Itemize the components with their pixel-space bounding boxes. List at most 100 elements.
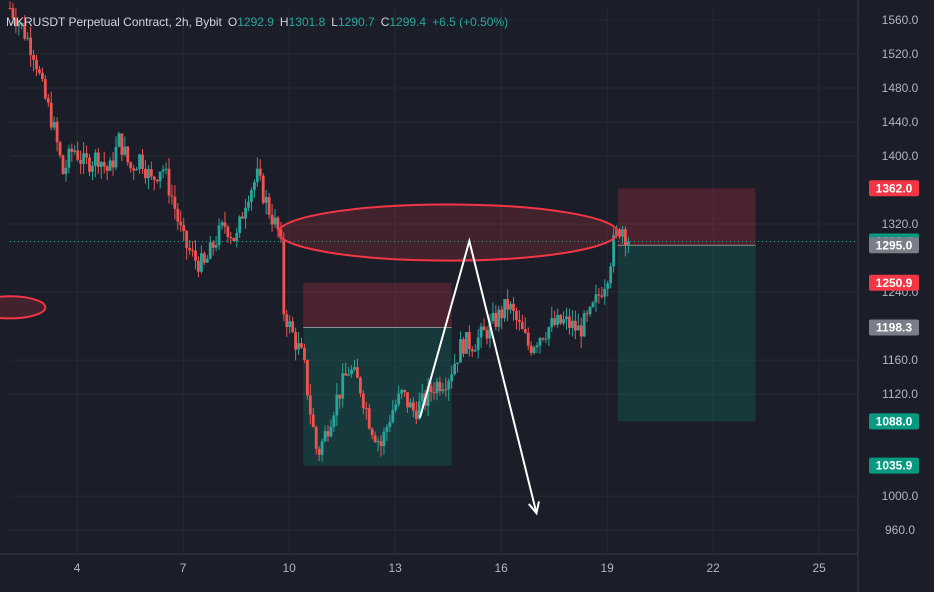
candle-body: [356, 367, 359, 378]
candle-body: [453, 363, 457, 375]
candle-body: [205, 258, 209, 263]
candle-body: [55, 121, 59, 143]
candle-body: [91, 165, 94, 172]
path-arrow-line[interactable]: [418, 237, 538, 514]
candle-body: [282, 238, 286, 315]
candle-body: [20, 23, 24, 25]
candle-body: [626, 241, 630, 246]
candle-body: [623, 229, 627, 246]
candle-body: [314, 427, 318, 449]
candle-body: [291, 321, 295, 333]
candle-body: [167, 168, 171, 196]
candle-body: [550, 318, 554, 328]
candle-body: [297, 343, 300, 350]
candle-body: [23, 23, 27, 39]
candle-body: [332, 415, 336, 427]
candle-body: [191, 250, 194, 252]
candle-body: [523, 329, 527, 333]
candle-body: [232, 238, 236, 241]
candle-body: [591, 302, 595, 307]
candle-body: [482, 326, 486, 331]
candle-body: [194, 250, 197, 261]
candle-body: [258, 168, 262, 176]
price-axis-label: 960.0: [885, 523, 915, 537]
candle-body: [164, 168, 168, 170]
candle-body: [132, 168, 136, 171]
candle-body: [229, 236, 233, 239]
candle-body: [261, 175, 265, 203]
candle-body: [553, 318, 557, 325]
candle-body: [565, 316, 568, 320]
candle-body: [152, 176, 156, 180]
candle-body: [320, 441, 324, 455]
price-axis-label: 1560.0: [882, 13, 919, 27]
candle-body: [600, 295, 604, 297]
candle-body: [473, 350, 477, 352]
candle-body: [197, 260, 200, 272]
arrow-head-icon: [528, 501, 540, 516]
price-tag-label: 1088.0: [876, 414, 913, 428]
candle-body: [479, 326, 483, 338]
price-axis-label: 1480.0: [882, 81, 919, 95]
candle-body: [367, 408, 371, 429]
candle-body: [621, 229, 624, 237]
candle-body: [170, 195, 174, 197]
candle-body: [323, 431, 327, 442]
price-tag-label: 1362.0: [876, 181, 913, 195]
candle-body: [376, 441, 380, 443]
candle-body: [264, 197, 268, 203]
position-2-stop-zone[interactable]: [617, 188, 756, 246]
candle-body: [49, 102, 53, 128]
candle-body: [406, 392, 409, 408]
open-value: 1292.9: [237, 15, 274, 29]
candle-body: [403, 390, 406, 393]
candle-body: [535, 345, 539, 348]
candle-body: [161, 169, 165, 172]
candle-body: [294, 332, 298, 350]
candle-body: [358, 377, 362, 394]
candle-body: [135, 168, 139, 171]
candle-body: [582, 313, 586, 337]
candle-body: [8, 8, 12, 9]
ellipse-left-zone[interactable]: [0, 295, 47, 320]
candle-body: [158, 171, 162, 182]
candle-body: [144, 168, 147, 179]
candle-body: [67, 148, 71, 168]
candle-body: [512, 303, 515, 311]
position-1-stop-zone[interactable]: [303, 282, 452, 328]
candle-body: [588, 306, 592, 315]
candle-body: [214, 245, 218, 248]
candle-body: [185, 231, 189, 249]
candle-body: [573, 320, 577, 331]
candle-body: [391, 410, 395, 423]
candle-body: [35, 59, 38, 70]
candle-body: [146, 169, 150, 179]
candle-body: [52, 121, 56, 128]
candle-body: [211, 242, 215, 248]
candle-body: [26, 37, 30, 39]
price-tag-box: [869, 457, 919, 474]
ellipse-resistance-zone[interactable]: [277, 203, 619, 262]
candle-body: [429, 386, 433, 393]
candle-body: [379, 441, 383, 447]
change-value: +6.5 (+0.50%): [432, 15, 509, 29]
candle-body: [476, 337, 480, 351]
position-2-target-zone[interactable]: [617, 245, 756, 422]
candle-body: [82, 153, 86, 164]
candle-body: [576, 325, 580, 331]
candle-body: [400, 390, 404, 394]
candle-body: [276, 217, 280, 230]
candle-body: [444, 389, 448, 391]
candle-body: [450, 374, 454, 382]
symbol-title[interactable]: MKRUSDT Perpetual Contract, 2h, Bybit: [6, 15, 222, 29]
candle-body: [40, 72, 44, 80]
candle-body: [76, 150, 80, 160]
candle-body: [538, 338, 542, 346]
candle-body: [326, 431, 330, 437]
candle-body: [353, 367, 356, 370]
candle-body: [117, 133, 121, 147]
candle-body: [226, 226, 230, 237]
candle-body: [305, 360, 309, 396]
candle-body: [102, 162, 106, 167]
